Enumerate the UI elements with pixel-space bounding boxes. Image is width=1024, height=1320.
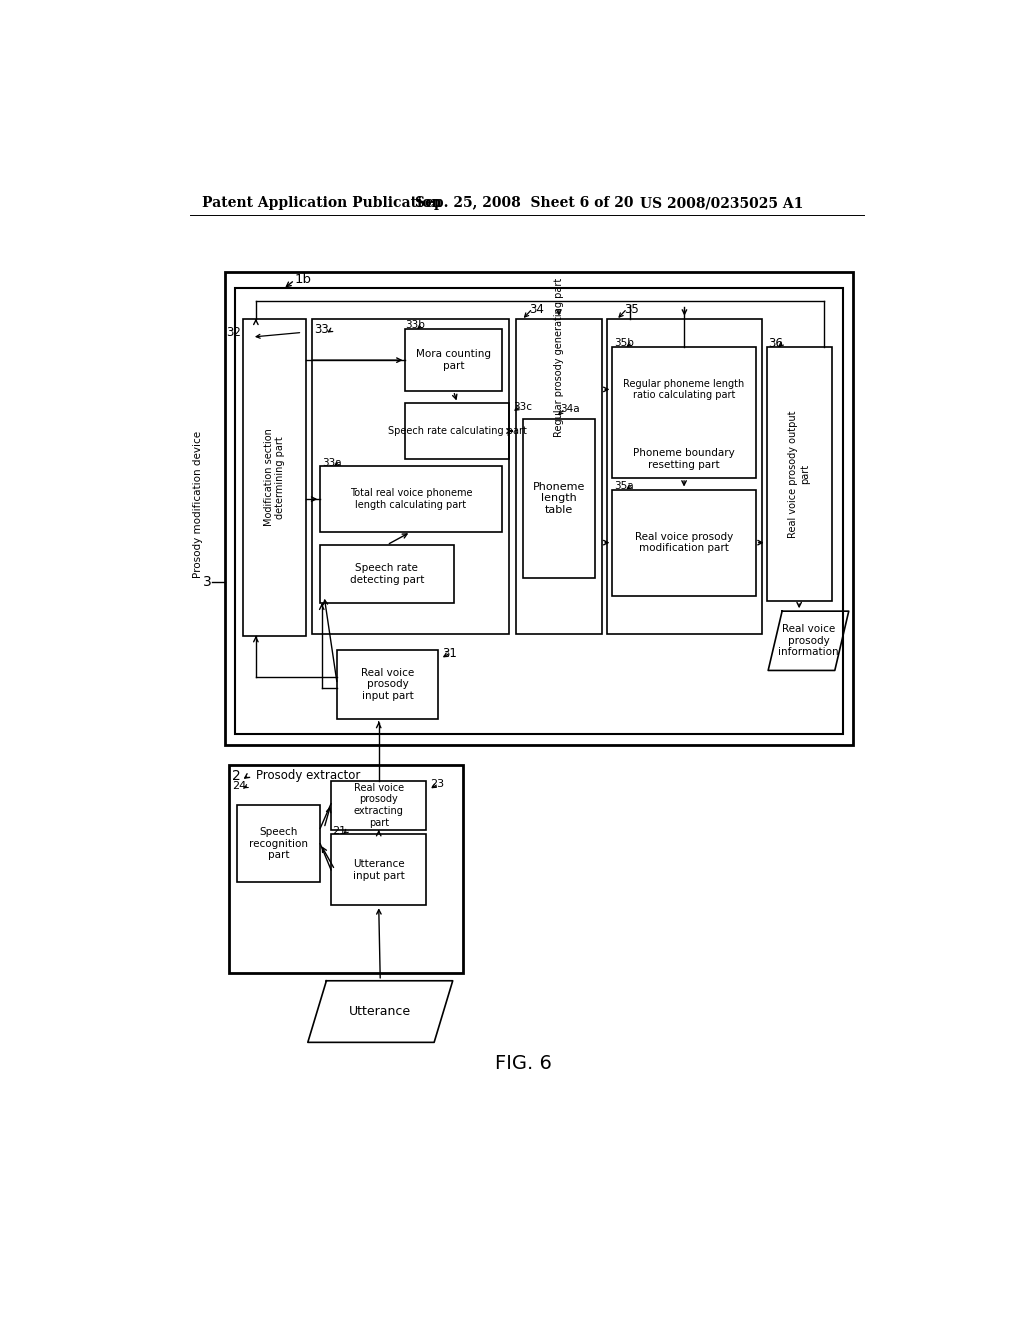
- Text: Patent Application Publication: Patent Application Publication: [202, 197, 441, 210]
- Text: Total real voice phoneme
length calculating part: Total real voice phoneme length calculat…: [349, 488, 472, 510]
- Text: Real voice
prosody
information: Real voice prosody information: [778, 624, 839, 657]
- Bar: [321, 466, 502, 532]
- Bar: [767, 347, 831, 601]
- Text: 33a: 33a: [322, 458, 341, 467]
- Text: Modification section
determining part: Modification section determining part: [263, 428, 286, 527]
- Text: FIG. 6: FIG. 6: [495, 1053, 552, 1073]
- Text: Regular phoneme length
ratio calculating part: Regular phoneme length ratio calculating…: [624, 379, 744, 400]
- Bar: [331, 780, 426, 830]
- Text: 33b: 33b: [406, 321, 425, 330]
- Text: Speech rate calculating part: Speech rate calculating part: [388, 426, 526, 436]
- Bar: [406, 404, 509, 459]
- Text: 31: 31: [442, 647, 457, 660]
- Bar: [612, 490, 756, 595]
- Text: 35b: 35b: [614, 338, 634, 348]
- Text: Real voice prosody
modification part: Real voice prosody modification part: [635, 532, 733, 553]
- Text: 34: 34: [529, 302, 545, 315]
- Text: Real voice prosody output
part: Real voice prosody output part: [788, 411, 810, 537]
- Bar: [515, 318, 602, 635]
- Bar: [243, 318, 306, 636]
- Text: 3: 3: [203, 576, 212, 589]
- Text: Mora counting
part: Mora counting part: [416, 350, 490, 371]
- Text: 34a: 34a: [560, 404, 580, 414]
- Text: 33: 33: [314, 323, 329, 335]
- Text: Real voice
prosody
extracting
part: Real voice prosody extracting part: [353, 783, 403, 828]
- Text: Utterance: Utterance: [349, 1005, 412, 1018]
- Text: Utterance
input part: Utterance input part: [353, 859, 404, 880]
- Text: Sep. 25, 2008  Sheet 6 of 20: Sep. 25, 2008 Sheet 6 of 20: [415, 197, 633, 210]
- Bar: [321, 545, 454, 603]
- Bar: [523, 418, 595, 578]
- Text: Real voice
prosody
input part: Real voice prosody input part: [361, 668, 415, 701]
- Text: 21: 21: [333, 825, 347, 836]
- Text: Regular prosody generating part: Regular prosody generating part: [554, 277, 564, 437]
- Bar: [228, 766, 463, 973]
- Text: 33c: 33c: [513, 403, 532, 412]
- Bar: [612, 347, 756, 478]
- Text: Prosody extractor: Prosody extractor: [256, 770, 360, 783]
- Bar: [312, 318, 509, 635]
- Text: 32: 32: [226, 326, 241, 339]
- Text: 24: 24: [231, 781, 246, 791]
- Bar: [406, 330, 502, 391]
- Text: 35: 35: [624, 302, 639, 315]
- Bar: [607, 318, 762, 635]
- Text: 23: 23: [430, 779, 444, 789]
- Text: Speech rate
detecting part: Speech rate detecting part: [349, 564, 424, 585]
- Text: 36: 36: [768, 337, 783, 350]
- Bar: [225, 272, 853, 744]
- Text: 2: 2: [231, 770, 241, 783]
- Text: 35a: 35a: [614, 480, 634, 491]
- Text: Prosody modification device: Prosody modification device: [193, 432, 203, 578]
- Bar: [331, 834, 426, 906]
- Bar: [237, 805, 321, 882]
- Text: Phoneme
length
table: Phoneme length table: [532, 482, 585, 515]
- Text: Phoneme boundary
resetting part: Phoneme boundary resetting part: [633, 447, 735, 470]
- Text: 1b: 1b: [295, 273, 311, 286]
- Bar: [337, 649, 438, 719]
- Text: Speech
recognition
part: Speech recognition part: [249, 828, 308, 861]
- Bar: [234, 288, 843, 734]
- Text: US 2008/0235025 A1: US 2008/0235025 A1: [640, 197, 803, 210]
